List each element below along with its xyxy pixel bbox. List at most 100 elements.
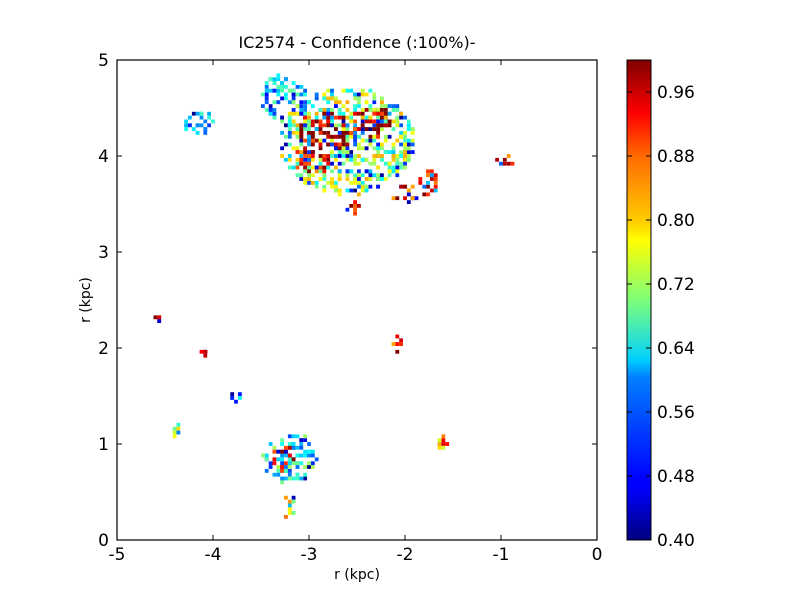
heatmap-cell: [506, 161, 511, 166]
heatmap-cell: [314, 184, 319, 189]
heatmap-cell: [368, 88, 373, 93]
heatmap-cell: [380, 173, 384, 178]
heatmap-cell: [303, 88, 307, 93]
heatmap-cell: [303, 104, 307, 108]
heatmap-cell: [330, 138, 334, 143]
heatmap-cell: [368, 108, 373, 112]
heatmap-cell: [287, 499, 292, 504]
heatmap-cell: [307, 453, 311, 458]
heatmap-cell: [207, 123, 211, 128]
heatmap-cell: [403, 115, 407, 120]
heatmap-cell: [280, 115, 284, 120]
heatmap-cell: [426, 169, 430, 174]
heatmap-cell: [284, 449, 288, 454]
heatmap-cell: [399, 338, 403, 343]
heatmap-cell: [295, 104, 300, 108]
heatmap-cell: [326, 111, 331, 116]
heatmap-cell: [303, 177, 307, 181]
heatmap-cell: [357, 192, 361, 197]
heatmap-cell: [422, 192, 427, 197]
heatmap-cell: [310, 142, 315, 147]
heatmap-cell: [399, 115, 403, 120]
heatmap-cell: [299, 85, 304, 89]
heatmap-cell: [433, 188, 438, 193]
heatmap-cell: [295, 134, 300, 139]
heatmap-cell: [307, 127, 311, 131]
x-tick-label: 0: [592, 545, 603, 565]
heatmap-cell: [364, 108, 369, 112]
heatmap-cell: [307, 173, 311, 178]
heatmap-cell: [284, 515, 288, 519]
heatmap-cell: [360, 184, 365, 189]
heatmap-cell: [433, 177, 438, 181]
heatmap-cell: [337, 108, 342, 112]
heatmap-cell: [287, 445, 292, 450]
heatmap-cell: [284, 453, 288, 458]
heatmap-cell: [372, 161, 377, 166]
heatmap-cell: [380, 177, 384, 181]
heatmap-cell: [287, 157, 292, 162]
heatmap-cell: [268, 442, 273, 446]
heatmap-cell: [334, 104, 338, 108]
heatmap-cell: [310, 119, 315, 124]
heatmap-cell: [422, 184, 427, 189]
heatmap-cell: [330, 119, 334, 124]
heatmap-cell: [291, 119, 296, 124]
colorbar-tick-label: 0.88: [657, 147, 695, 167]
heatmap-cell: [188, 115, 192, 120]
heatmap-cell: [261, 104, 265, 108]
heatmap-cell: [264, 92, 269, 97]
heatmap-cell: [353, 138, 357, 143]
heatmap-cell: [314, 111, 319, 116]
heatmap-cell: [387, 134, 392, 139]
heatmap-cell: [345, 177, 350, 181]
heatmap-cell: [380, 115, 384, 120]
heatmap-cell: [314, 127, 319, 131]
heatmap-cell: [307, 177, 311, 181]
heatmap-cell: [291, 461, 296, 466]
heatmap-cell: [376, 111, 380, 116]
heatmap-cell: [238, 396, 242, 400]
heatmap-cell: [337, 188, 342, 193]
heatmap-cell: [337, 100, 342, 105]
heatmap-cell: [364, 184, 369, 189]
heatmap-cell: [303, 111, 307, 116]
heatmap-cell: [184, 127, 188, 131]
heatmap-cell: [387, 111, 392, 116]
heatmap-cell: [368, 119, 373, 124]
heatmap-cell: [299, 173, 304, 178]
heatmap-cell: [403, 154, 407, 158]
heatmap-cell: [364, 157, 369, 162]
heatmap-cell: [318, 161, 323, 166]
heatmap-cell: [391, 196, 396, 201]
heatmap-cell: [272, 449, 277, 454]
heatmap-cell: [310, 453, 315, 458]
heatmap-cell: [403, 131, 407, 135]
heatmap-cell: [287, 465, 292, 469]
heatmap-cell: [364, 138, 369, 143]
heatmap-cell: [383, 150, 388, 154]
heatmap-cell: [380, 111, 384, 116]
heatmap-cell: [403, 196, 407, 201]
heatmap-cell: [203, 127, 208, 131]
heatmap-cell: [383, 115, 388, 120]
heatmap-cell: [364, 119, 369, 124]
heatmap-cell: [287, 507, 292, 512]
y-axis-ticks: 0 1 2 3 4 5: [98, 51, 597, 551]
heatmap-cell: [230, 392, 235, 396]
heatmap-cell: [345, 123, 350, 128]
heatmap-cell: [368, 104, 373, 108]
heatmap-cell: [368, 169, 373, 174]
heatmap-cell: [360, 188, 365, 193]
heatmap-cell: [272, 81, 277, 85]
heatmap-cell: [406, 142, 411, 147]
heatmap-cell: [299, 442, 304, 446]
heatmap-cell: [191, 111, 196, 116]
heatmap-cell: [433, 173, 438, 178]
heatmap-cell: [399, 165, 403, 170]
heatmap-cell: [341, 150, 346, 154]
heatmap-cell: [276, 465, 281, 469]
heatmap-cell: [345, 146, 350, 151]
x-tick-label: -5: [109, 545, 126, 565]
heatmap-cell: [184, 119, 188, 124]
